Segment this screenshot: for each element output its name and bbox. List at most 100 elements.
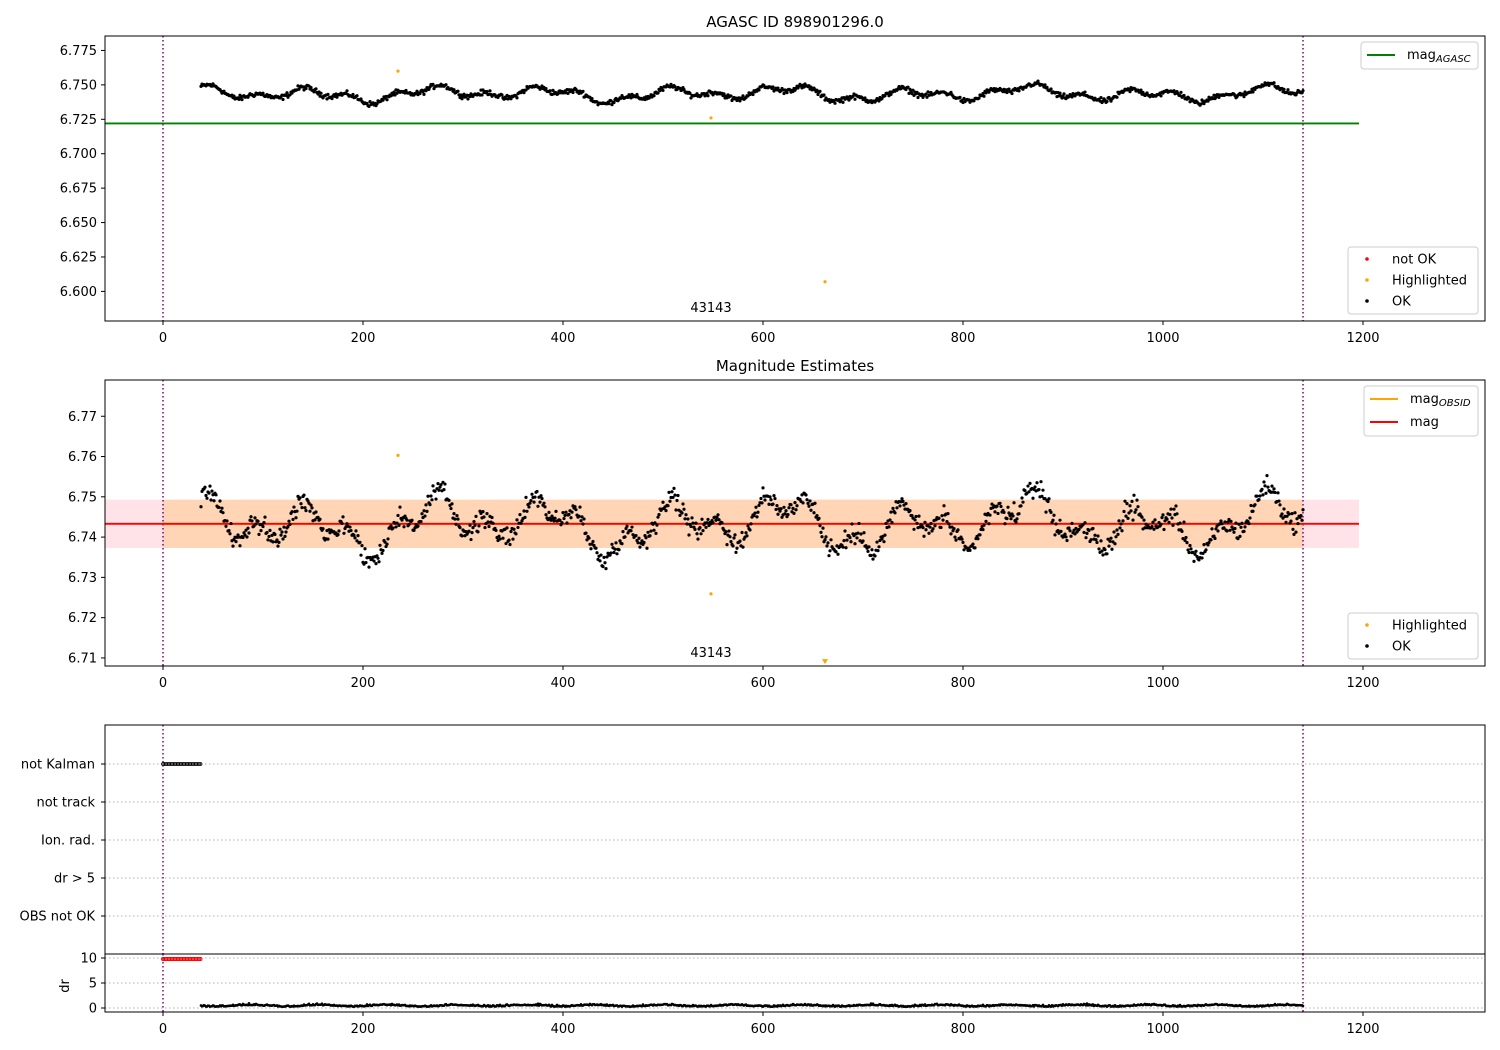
ok-point bbox=[687, 533, 691, 537]
ok-point bbox=[348, 525, 352, 529]
ok-point bbox=[516, 525, 520, 530]
ok-point bbox=[705, 521, 709, 525]
ok-point bbox=[1299, 514, 1303, 518]
ok-point bbox=[998, 501, 1002, 505]
ok-point bbox=[812, 511, 816, 515]
ok-point bbox=[1115, 528, 1119, 532]
panel-1-title: AGASC ID 898901296.0 bbox=[706, 13, 884, 31]
highlighted-point bbox=[396, 453, 400, 457]
ok-point bbox=[342, 531, 346, 535]
ok-point bbox=[282, 525, 286, 529]
ok-point bbox=[996, 511, 1000, 516]
ok-point bbox=[656, 91, 660, 95]
ok-point bbox=[634, 534, 638, 538]
ok-point bbox=[815, 513, 819, 518]
ok-point bbox=[1204, 548, 1208, 552]
ok-point bbox=[988, 513, 992, 517]
ok-point bbox=[1072, 528, 1076, 532]
ok-point bbox=[1121, 519, 1125, 523]
ok-point bbox=[780, 515, 784, 519]
highlighted-point bbox=[709, 116, 713, 120]
ok-point bbox=[265, 530, 269, 535]
ok-point bbox=[716, 513, 720, 517]
flag-label: dr > 5 bbox=[54, 872, 95, 887]
ok-point bbox=[1021, 500, 1025, 504]
ok-point bbox=[447, 498, 451, 502]
ok-point bbox=[470, 531, 474, 535]
ok-point bbox=[355, 94, 359, 98]
ok-point bbox=[345, 89, 349, 93]
ok-point bbox=[1257, 497, 1261, 502]
ok-point bbox=[518, 513, 522, 517]
ok-point bbox=[1084, 536, 1088, 540]
ok-point bbox=[281, 97, 285, 102]
ok-point bbox=[1127, 511, 1131, 515]
ok-point bbox=[674, 508, 678, 512]
ok-point bbox=[609, 551, 613, 555]
ok-point bbox=[283, 534, 287, 538]
ok-point bbox=[805, 498, 809, 502]
ok-point bbox=[232, 94, 236, 98]
ok-point bbox=[1106, 537, 1110, 541]
ok-point bbox=[1037, 487, 1041, 492]
ok-point bbox=[509, 529, 513, 534]
ok-point bbox=[1151, 520, 1155, 524]
ok-point bbox=[1253, 503, 1257, 507]
ok-point bbox=[204, 493, 208, 498]
panel-1-x-tick-label: 1200 bbox=[1346, 331, 1379, 346]
ok-point bbox=[412, 528, 416, 532]
ok-point bbox=[1027, 490, 1031, 494]
ok-point bbox=[288, 522, 292, 527]
ok-point bbox=[883, 533, 887, 537]
ok-point bbox=[1065, 538, 1069, 543]
ok-point bbox=[1003, 522, 1007, 526]
ok-point bbox=[699, 532, 703, 536]
ok-point bbox=[1006, 505, 1010, 509]
ok-point bbox=[792, 511, 796, 515]
ok-point bbox=[471, 526, 475, 530]
ok-point bbox=[556, 92, 560, 96]
ok-point bbox=[474, 514, 478, 519]
ok-point bbox=[825, 544, 829, 548]
ok-point bbox=[1093, 533, 1097, 537]
ok-point bbox=[578, 505, 582, 509]
ok-point bbox=[1232, 530, 1236, 534]
ok-point bbox=[842, 539, 846, 543]
ok-point bbox=[778, 509, 782, 513]
ok-point bbox=[646, 530, 650, 534]
ok-point bbox=[1185, 541, 1189, 545]
ok-point bbox=[706, 517, 710, 522]
panel-4-x-tick-label: 0 bbox=[159, 1022, 167, 1037]
ok-point bbox=[1023, 489, 1027, 493]
ok-point bbox=[1243, 525, 1247, 529]
ok-point bbox=[1296, 522, 1300, 526]
ok-point bbox=[661, 500, 665, 504]
ok-point bbox=[822, 93, 826, 97]
panel-1-x-tick-label: 200 bbox=[351, 331, 376, 346]
panel-1-x-tick-label: 400 bbox=[551, 331, 576, 346]
ok-point bbox=[590, 97, 594, 101]
ok-point bbox=[564, 510, 568, 514]
ok-point bbox=[1300, 518, 1304, 522]
ok-point bbox=[678, 513, 682, 517]
ok-point bbox=[652, 94, 656, 98]
ok-point bbox=[391, 526, 395, 530]
ok-point bbox=[240, 97, 244, 102]
ok-point bbox=[900, 497, 904, 501]
ok-point bbox=[818, 524, 822, 528]
ok-point bbox=[1213, 536, 1217, 541]
ok-point bbox=[906, 85, 910, 89]
ok-point bbox=[1182, 93, 1186, 98]
ok-point bbox=[771, 85, 775, 89]
ok-point bbox=[276, 544, 280, 548]
ok-point bbox=[1172, 507, 1176, 511]
ok-point bbox=[497, 534, 501, 538]
ok-point bbox=[231, 544, 235, 548]
panel-4-x-tick-label: 400 bbox=[551, 1022, 576, 1037]
ok-point bbox=[1284, 520, 1288, 525]
ok-point bbox=[389, 524, 393, 528]
ok-point bbox=[740, 530, 744, 535]
ok-point bbox=[1186, 548, 1190, 552]
ok-point bbox=[882, 540, 886, 544]
ok-point bbox=[316, 515, 320, 519]
